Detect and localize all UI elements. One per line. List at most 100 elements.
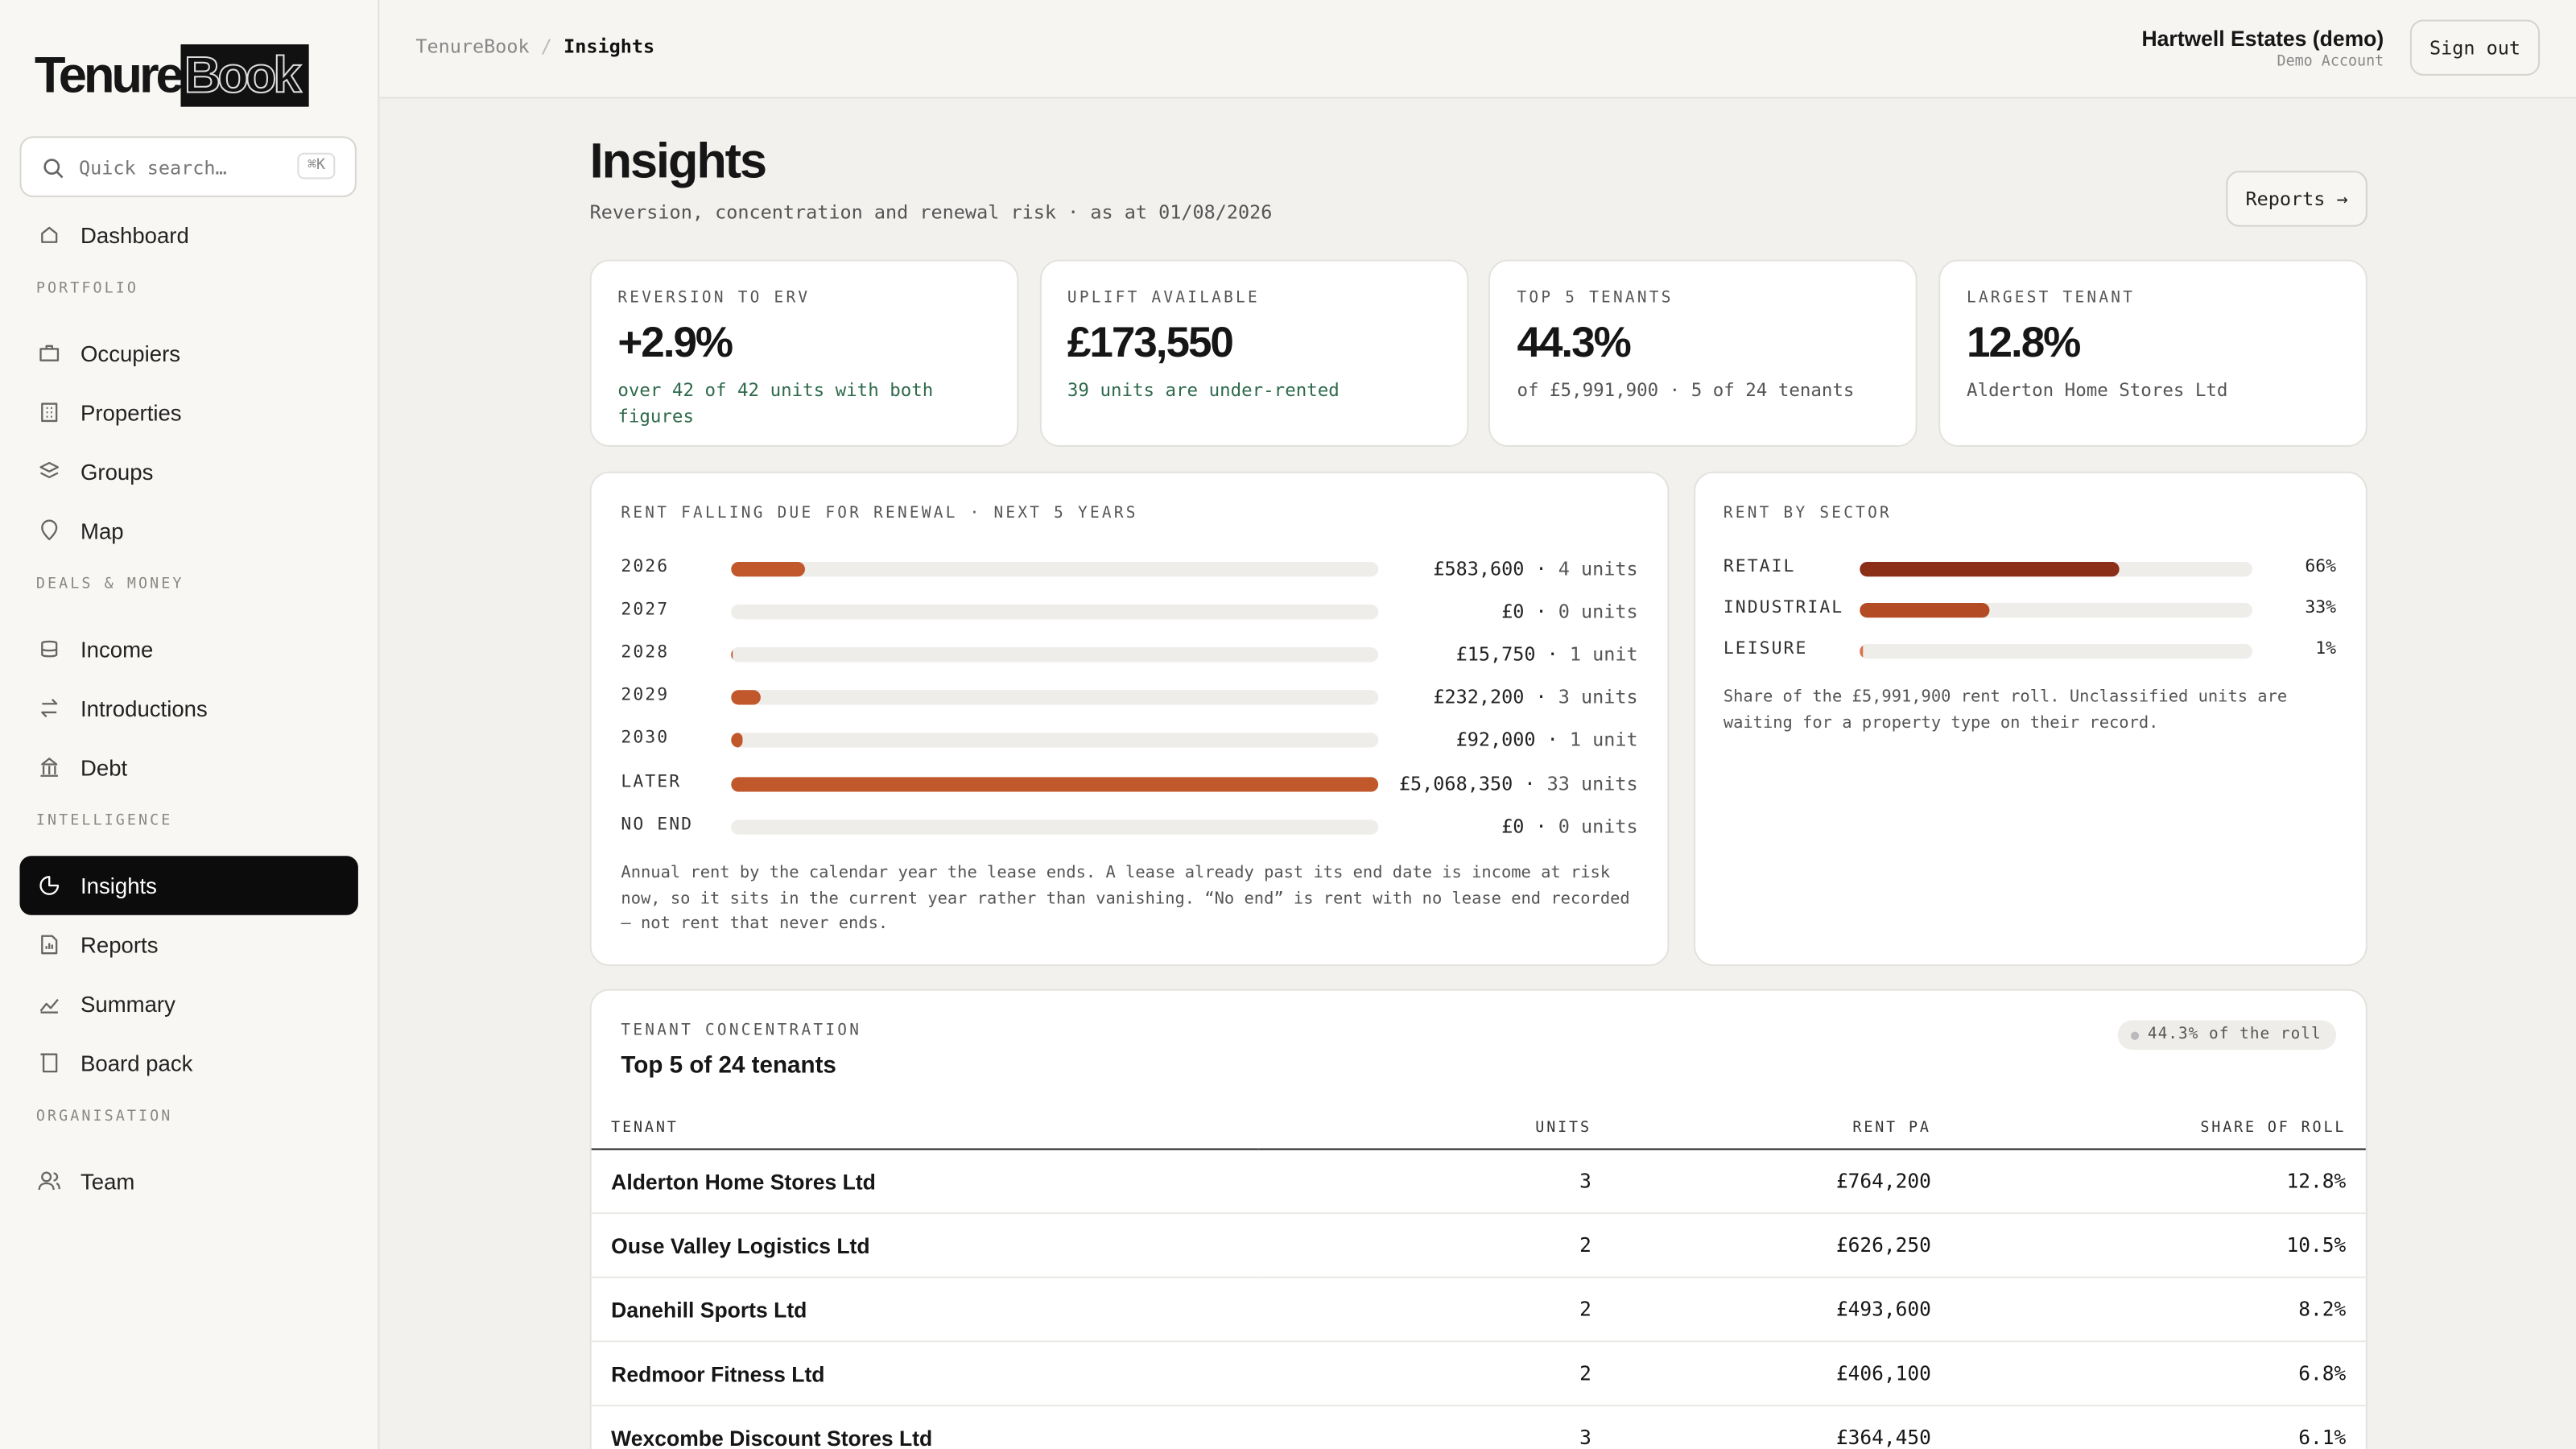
sidebar: Tenure Book Quick search… ⌘K Dashboard POR… (0, 0, 380, 1449)
account-name: Hartwell Estates (demo) (2141, 26, 2384, 52)
card-note: Share of the £5,991,900 rent roll. Uncla… (1723, 688, 2288, 733)
nav-item[interactable]: Groups (19, 442, 357, 501)
renewal-row: LATER £5,068,350 · 33 units (621, 771, 1637, 795)
nav-section: INTELLIGENCE (35, 813, 173, 830)
reports-button[interactable]: Reports → (2226, 171, 2368, 227)
nav-label: Board pack (80, 1051, 193, 1075)
rent-label: £583,600 (1433, 556, 1525, 580)
kpi-label: LARGEST TENANT (1967, 289, 2136, 308)
kpi-value: +2.9% (617, 316, 733, 367)
column-header: SHARE OF ROLL (1951, 1108, 2366, 1150)
kpi-card: REVERSION TO ERV +2.9% over 42 of 42 units… (589, 259, 1019, 448)
breadcrumb: TenureBook / Insights (415, 34, 655, 58)
sector-row: RETAIL 66% (1724, 557, 2336, 580)
nav-item[interactable]: Reports (19, 915, 357, 974)
bar (1860, 603, 1990, 618)
units-label: 4 units (1558, 556, 1638, 580)
row-value: £0 · 0 units (1501, 600, 1638, 623)
sign-out[interactable]: Sign out (2409, 19, 2541, 76)
row-value: 33% (2305, 598, 2337, 618)
nav-icon (39, 461, 60, 479)
badge: 44.3% of the roll (2118, 1020, 2337, 1051)
nav-label: Income (80, 636, 154, 662)
nav-item[interactable]: Introductions (19, 679, 357, 737)
bar-track (731, 561, 1379, 577)
row-value: £0 · 0 units (1501, 814, 1638, 837)
nav-icon (41, 699, 58, 718)
table-row[interactable]: Ouse Valley Logistics Ltd 2 £626,250 10.5% (591, 1213, 2366, 1278)
kpi-label: TOP 5 TENANTS (1517, 289, 1674, 308)
cell-number: 3 (1257, 1149, 1612, 1215)
nav-item[interactable]: Team (19, 1152, 357, 1211)
account: Hartwell Estates (demo) Demo Account (2141, 27, 2384, 71)
cell-number: 12.8% (1951, 1149, 2366, 1215)
row-value: £232,200 · 3 units (1433, 685, 1638, 709)
cell-tenant: Redmoor Fitness Ltd (591, 1341, 1258, 1406)
nav-label: Introductions (80, 696, 208, 720)
bar-track (1860, 644, 2252, 660)
logo-text: Tenure (34, 46, 184, 104)
kpi-value: 12.8% (1967, 316, 2081, 367)
rent-label: £0 (1501, 814, 1525, 837)
column-header: UNITS (1257, 1108, 1612, 1150)
renewal-row: 2029 £232,200 · 3 units (621, 686, 1637, 709)
column-header: RENT PA (1611, 1108, 1951, 1150)
nav-item[interactable]: Occupiers (19, 324, 357, 382)
bar-track (731, 647, 1379, 663)
card-title: RENT BY SECTOR (1723, 504, 1892, 522)
cell-number: £626,250 (1611, 1213, 1951, 1278)
nav-item[interactable]: Board pack (19, 1034, 357, 1092)
row-value: £92,000 · 1 unit (1455, 728, 1638, 752)
table-row[interactable]: Wexcombe Discount Stores Ltd 3 £364,450 6.1… (591, 1405, 2366, 1449)
renewal-row: NO END £0 · 0 units (621, 814, 1637, 837)
nav-label: Debt (80, 754, 128, 780)
units-label: 3 units (1558, 685, 1638, 709)
search-icon (43, 159, 64, 179)
sector-row: LEISURE 1% (1724, 640, 2336, 663)
renewal-card: RENT FALLING DUE FOR RENEWAL · NEXT 5 YE… (589, 471, 1670, 966)
nav-item[interactable]: Income (19, 619, 357, 678)
nav-label: Properties (80, 399, 182, 425)
row-label: LATER (621, 771, 682, 791)
cell-number: 2 (1257, 1213, 1612, 1278)
cell-number: 6.8% (1951, 1341, 2366, 1406)
bar-track (731, 605, 1379, 620)
cell-number: £364,450 (1611, 1405, 1951, 1449)
bar-track (1860, 561, 2252, 577)
nav-section: PORTFOLIO (35, 280, 139, 298)
nav-icon (40, 1053, 58, 1073)
nav-item[interactable]: Insights (19, 856, 358, 915)
nav-label: Map (80, 518, 124, 543)
column-header: TENANT (591, 1108, 1258, 1150)
badge-text: 44.3% of the roll (2147, 1025, 2322, 1043)
units-label: 1 unit (1569, 728, 1638, 752)
nav-item[interactable]: Map (19, 501, 357, 559)
nav-item[interactable]: Summary (19, 974, 357, 1033)
bar-track (731, 819, 1379, 834)
kpi-value: £173,550 (1067, 316, 1234, 367)
search-box[interactable]: Quick search… ⌘K (19, 136, 357, 197)
logo[interactable]: Tenure Book (35, 44, 308, 107)
table-row[interactable]: Alderton Home Stores Ltd 3 £764,200 12.8% (591, 1149, 2366, 1215)
cell-number: 8.2% (1951, 1277, 2366, 1343)
nav-item[interactable]: Debt (19, 737, 357, 796)
kpi-value: 44.3% (1517, 316, 1631, 367)
row-label: 2030 (621, 728, 670, 749)
crumb[interactable]: TenureBook (415, 34, 530, 58)
rent-label: £15,750 (1455, 642, 1536, 666)
table-row[interactable]: Redmoor Fitness Ltd 2 £406,100 6.8% (591, 1341, 2366, 1406)
kpi-note: 39 units are under-rented (1067, 379, 1340, 401)
search-placeholder: Quick search… (78, 155, 227, 180)
renewal-row: 2027 £0 · 0 units (621, 600, 1637, 623)
table-row[interactable]: Danehill Sports Ltd 2 £493,600 8.2% (591, 1277, 2366, 1343)
row-label: LEISURE (1723, 639, 1808, 660)
nav-item[interactable]: Properties (19, 383, 357, 442)
nav-section: ORGANISATION (35, 1108, 173, 1125)
row-label: INDUSTRIAL (1723, 598, 1844, 618)
nav-label: Summary (80, 991, 175, 1017)
cell-tenant: Wexcombe Discount Stores Ltd (591, 1405, 1258, 1449)
nav-item[interactable]: Dashboard (19, 205, 357, 264)
row-label: 2028 (621, 642, 670, 663)
row-value: 66% (2305, 556, 2337, 577)
